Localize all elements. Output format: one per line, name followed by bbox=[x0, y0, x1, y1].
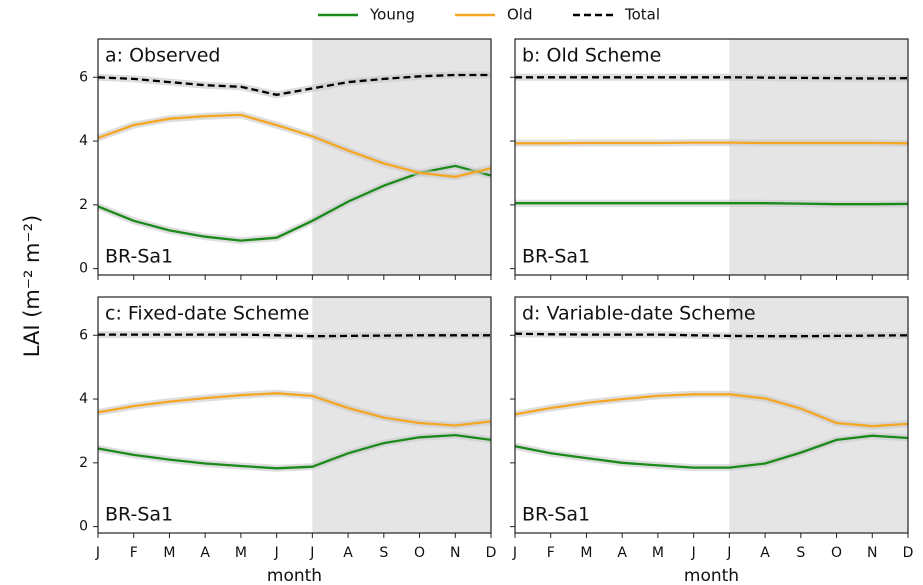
panel-title: a: Observed bbox=[105, 45, 221, 67]
site-label: BR-Sa1 bbox=[105, 246, 173, 268]
panel-title: d: Variable-date Scheme bbox=[522, 303, 756, 325]
site-label: BR-Sa1 bbox=[522, 504, 590, 526]
y-tick-label: 6 bbox=[79, 327, 88, 343]
y-tick-label: 2 bbox=[79, 197, 88, 213]
x-axis-label: month bbox=[267, 566, 322, 585]
legend-label: Young bbox=[369, 6, 415, 24]
series-line bbox=[97, 73, 491, 96]
x-tick-label: J bbox=[95, 545, 100, 561]
plot-frame bbox=[514, 296, 909, 534]
x-tick-label: A bbox=[760, 545, 770, 561]
legend-label: Old bbox=[507, 6, 533, 24]
series-line bbox=[515, 202, 909, 206]
site-label: BR-Sa1 bbox=[522, 246, 590, 268]
x-tick-label: O bbox=[831, 545, 842, 561]
y-tick-label: 0 bbox=[79, 261, 88, 277]
site-label: BR-Sa1 bbox=[105, 504, 173, 526]
x-tick-label: F bbox=[547, 545, 555, 561]
x-tick-label: N bbox=[450, 545, 460, 561]
x-tick-label: M bbox=[580, 545, 592, 561]
x-tick-label: N bbox=[867, 545, 877, 561]
panel-title: c: Fixed-date Scheme bbox=[105, 303, 309, 325]
x-tick-label: J bbox=[512, 545, 517, 561]
y-tick-label: 2 bbox=[79, 455, 88, 471]
series-line bbox=[514, 434, 909, 469]
x-tick-label: D bbox=[903, 545, 914, 561]
plot-frame bbox=[97, 296, 492, 534]
plot-frame bbox=[97, 38, 492, 276]
x-axis-label: month bbox=[684, 566, 739, 585]
y-tick-label: 0 bbox=[79, 519, 88, 535]
series-line bbox=[514, 393, 909, 428]
x-tick-label: M bbox=[163, 545, 175, 561]
x-tick-label: J bbox=[726, 545, 731, 561]
x-tick-label: M bbox=[652, 545, 664, 561]
x-tick-label: O bbox=[414, 545, 425, 561]
x-tick-label: D bbox=[486, 545, 497, 561]
series-line bbox=[515, 141, 909, 145]
series-line bbox=[97, 113, 492, 178]
panel-title: b: Old Scheme bbox=[522, 45, 661, 67]
x-tick-label: M bbox=[235, 545, 247, 561]
y-tick-label: 4 bbox=[79, 133, 88, 149]
x-tick-label: J bbox=[309, 545, 314, 561]
x-tick-label: J bbox=[274, 545, 279, 561]
line-halo bbox=[98, 331, 491, 340]
y-axis-label: LAI (m⁻² m⁻²) bbox=[20, 215, 44, 357]
x-tick-label: S bbox=[379, 545, 388, 561]
x-tick-label: A bbox=[200, 545, 210, 561]
y-tick-label: 6 bbox=[79, 69, 88, 85]
line-halo bbox=[515, 73, 909, 83]
x-tick-label: A bbox=[343, 545, 353, 561]
x-tick-label: A bbox=[617, 545, 627, 561]
line-halo bbox=[514, 330, 909, 340]
y-tick-label: 4 bbox=[79, 391, 88, 407]
series-line bbox=[97, 433, 492, 470]
x-tick-label: J bbox=[691, 545, 696, 561]
series-line bbox=[97, 392, 492, 427]
x-tick-label: F bbox=[130, 545, 138, 561]
x-tick-label: S bbox=[796, 545, 805, 561]
legend-label: Total bbox=[624, 6, 660, 24]
plot-frame bbox=[514, 38, 909, 276]
